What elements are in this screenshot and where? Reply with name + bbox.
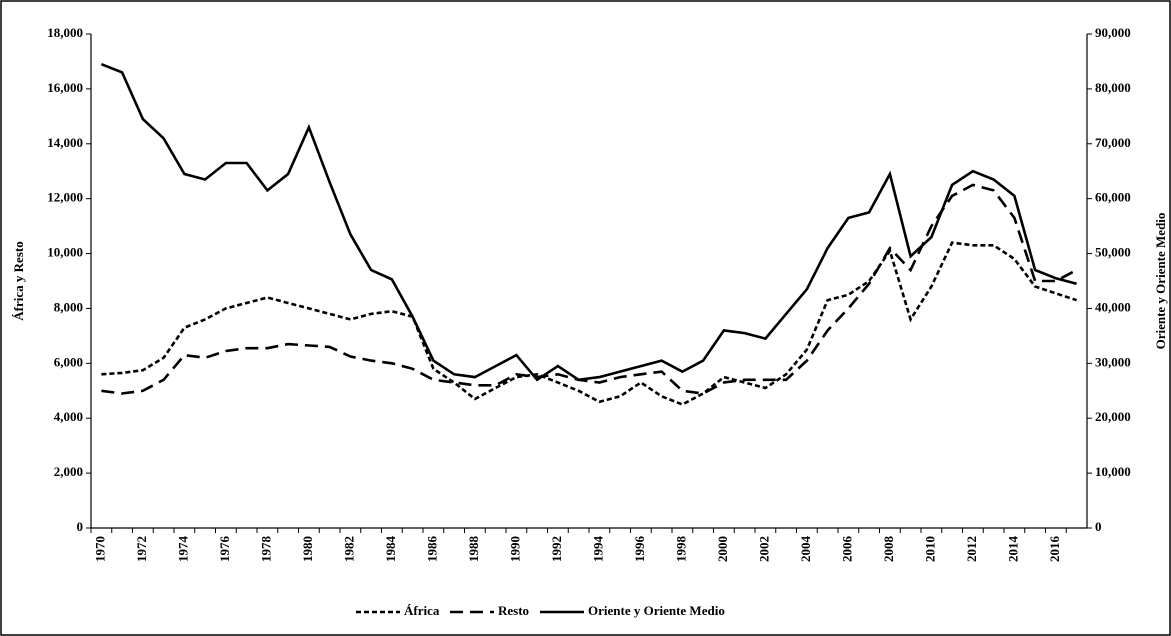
x-tick-label: 1978 [258, 536, 273, 563]
y2-tick-label: 50,000 [1095, 245, 1131, 260]
series-line [101, 241, 1078, 406]
y2-tick-label: 90,000 [1095, 25, 1131, 40]
y2-axis-title: Oriente y Oriente Medio [1153, 213, 1168, 350]
x-tick-label: 1970 [92, 536, 107, 562]
y2-tick-label: 20,000 [1095, 409, 1131, 424]
y-tick-label: 10,000 [47, 245, 83, 260]
y2-tick-label: 80,000 [1095, 80, 1131, 95]
x-tick-label: 1990 [507, 536, 522, 562]
x-tick-label: 2002 [756, 536, 771, 562]
legend-label: África [404, 603, 440, 618]
x-tick-label: 1994 [590, 536, 605, 563]
x-tick-label: 2016 [1047, 536, 1062, 563]
legend-label: Oriente y Oriente Medio [588, 603, 725, 618]
x-tick-label: 2010 [922, 536, 937, 562]
y-tick-label: 0 [77, 519, 84, 534]
x-tick-label: 2004 [798, 536, 813, 563]
y-tick-label: 4,000 [54, 409, 83, 424]
y2-tick-label: 40,000 [1095, 299, 1131, 314]
x-tick-label: 2014 [1005, 536, 1020, 563]
x-tick-label: 1972 [134, 536, 149, 562]
x-tick-label: 1984 [383, 536, 398, 563]
x-tick-label: 1974 [175, 536, 190, 563]
x-tick-label: 2000 [715, 536, 730, 562]
y-tick-label: 2,000 [54, 464, 83, 479]
y2-tick-label: 60,000 [1095, 190, 1131, 205]
y-tick-label: 14,000 [47, 135, 83, 150]
x-tick-label: 2006 [839, 536, 854, 563]
y-tick-label: 12,000 [47, 190, 83, 205]
y2-tick-label: 30,000 [1095, 354, 1131, 369]
x-tick-label: 1996 [632, 536, 647, 563]
legend-label: Resto [498, 603, 529, 618]
x-tick-label: 1982 [341, 536, 356, 562]
x-tick-label: 2008 [881, 536, 896, 563]
x-tick-label: 1988 [466, 536, 481, 563]
x-tick-label: 1980 [300, 536, 315, 562]
y-tick-label: 16,000 [47, 80, 83, 95]
x-tick-label: 1998 [673, 536, 688, 563]
x-tick-label: 2012 [964, 536, 979, 562]
y-tick-label: 18,000 [47, 25, 83, 40]
y-tick-label: 8,000 [54, 299, 83, 314]
y2-tick-label: 70,000 [1095, 135, 1131, 150]
series-line [100, 62, 1077, 382]
x-tick-label: 1976 [217, 536, 232, 563]
y2-tick-label: 10,000 [1095, 464, 1131, 479]
x-tick-label: 1986 [424, 536, 439, 563]
y-tick-label: 6,000 [54, 354, 83, 369]
y2-tick-label: 0 [1095, 519, 1102, 534]
y-axis-title: África y Resto [11, 241, 26, 320]
series-line [101, 183, 1078, 395]
x-tick-label: 1992 [549, 536, 564, 562]
